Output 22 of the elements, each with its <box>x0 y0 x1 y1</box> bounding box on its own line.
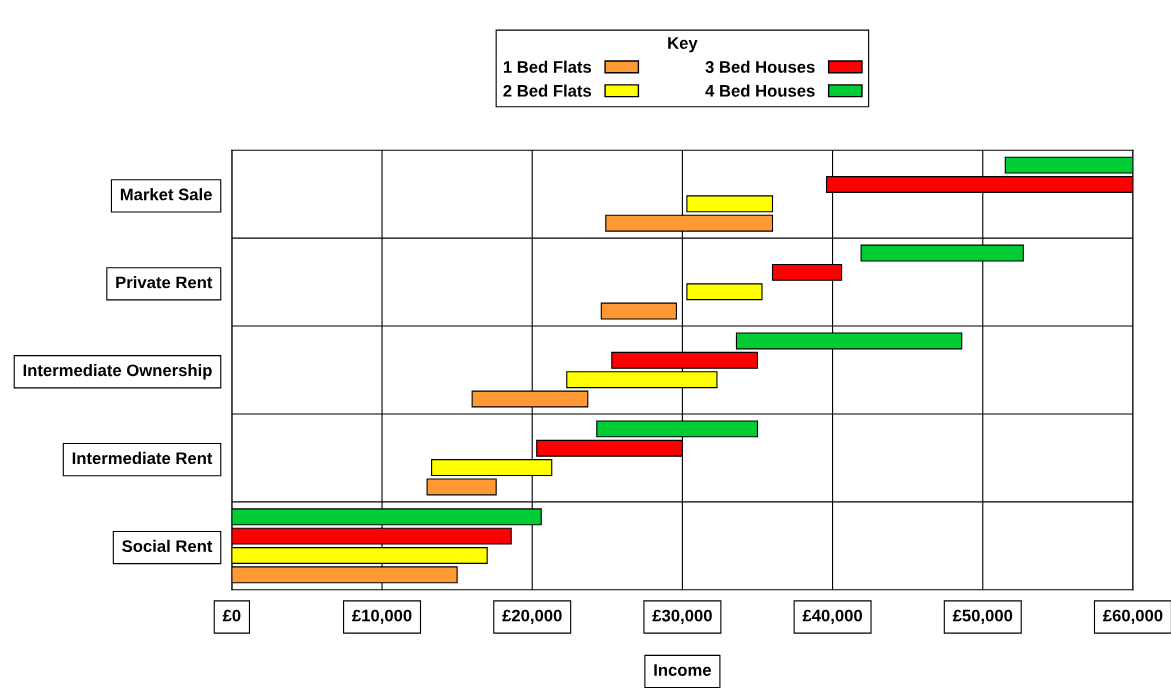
legend-label: 1 Bed Flats <box>503 60 592 73</box>
x-tick-label: £50,000 <box>952 609 1013 624</box>
x-tick-label: £30,000 <box>652 609 712 624</box>
y-tick-label: Intermediate Ownership <box>23 363 212 380</box>
x-tick-label: £10,000 <box>352 609 412 624</box>
x-axis-title: Income <box>654 664 712 676</box>
y-tick-label: Social Rent <box>122 539 213 553</box>
y-tick-label: Market Sale <box>120 188 212 201</box>
bar <box>600 302 677 320</box>
legend-label: 4 Bed Houses <box>705 84 815 97</box>
legend-title: Key <box>668 37 698 53</box>
y-tick-label: Intermediate Rent <box>72 451 213 465</box>
legend-label: 2 Bed Flats <box>503 84 592 97</box>
bar <box>426 478 497 496</box>
y-tick-label: Private Rent <box>116 276 213 289</box>
x-tick-label: £20,000 <box>502 609 562 624</box>
x-tick-label: £40,000 <box>802 609 863 624</box>
x-tick-label: £0 <box>222 609 241 622</box>
bar <box>686 195 774 213</box>
x-tick-label: £60,000 <box>1102 609 1163 624</box>
bar <box>686 283 763 301</box>
legend-label: 3 Bed Houses <box>705 60 815 73</box>
